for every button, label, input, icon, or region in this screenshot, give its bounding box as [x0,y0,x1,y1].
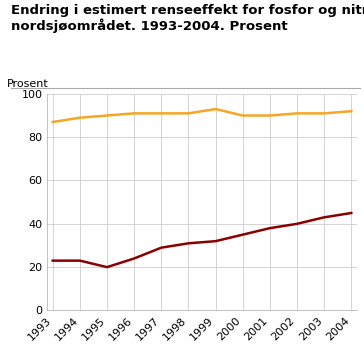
Text: Endring i estimert renseeffekt for fosfor og nitrogen til
nordsjøområdet. 1993-2: Endring i estimert renseeffekt for fosfo… [11,4,364,34]
Text: Prosent: Prosent [7,79,49,89]
